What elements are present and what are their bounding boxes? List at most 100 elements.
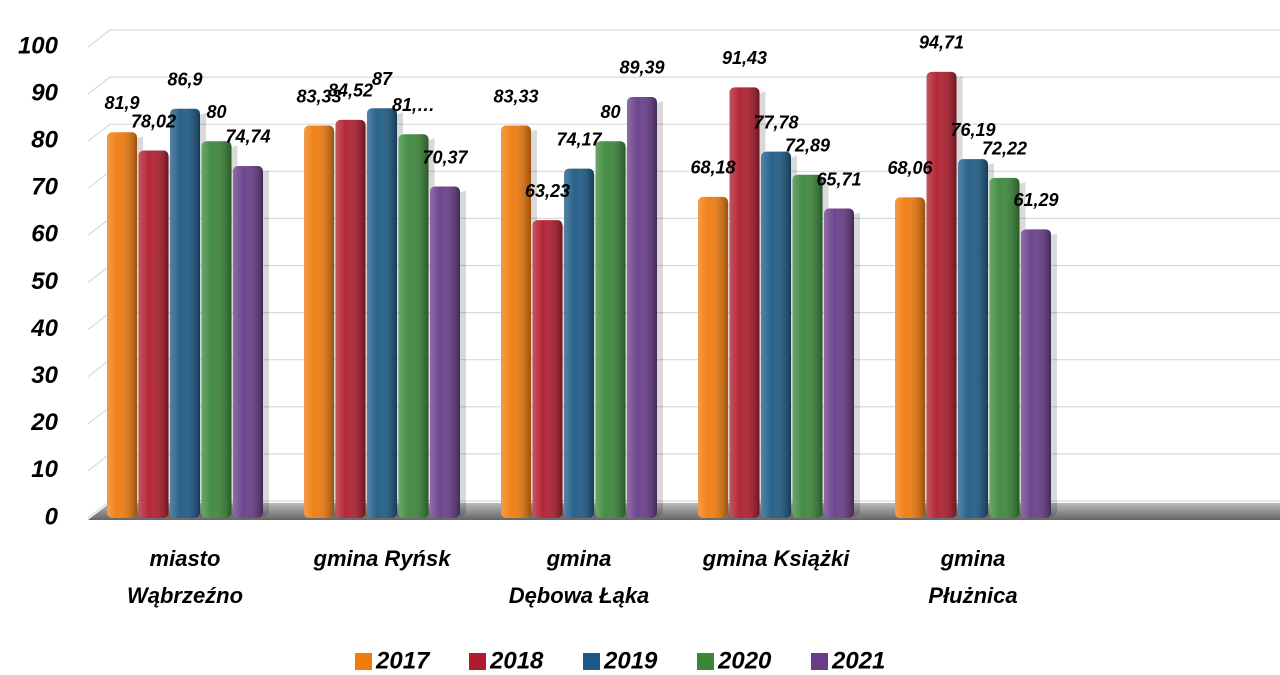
y-tick-label: 90 [31, 79, 58, 106]
bar-shade [1021, 229, 1051, 518]
data-label: 84,52 [328, 81, 373, 101]
x-tick-label-line: Wąbrzeźno [127, 583, 243, 608]
bar-shade [532, 220, 563, 518]
y-tick-label: 50 [31, 268, 58, 295]
legend-swatch [697, 653, 714, 670]
x-tick-label: gmina Płużnica [928, 546, 1017, 608]
data-label: 91,43 [722, 48, 767, 68]
y-tick-label: 70 [31, 174, 58, 201]
bar [430, 186, 466, 518]
data-label: 65,71 [816, 169, 861, 189]
bar [107, 132, 143, 518]
bar [304, 125, 340, 519]
x-tick-label-line: Dębowa Łąka [509, 583, 650, 608]
data-label: 86,9 [167, 69, 202, 89]
data-label: 89,39 [619, 58, 664, 78]
bar-shade [430, 186, 460, 518]
y-tick-label: 20 [30, 409, 58, 436]
data-label: 83,33 [493, 86, 538, 106]
bar [698, 196, 734, 518]
bar-shade [138, 150, 169, 518]
bar-shade [761, 151, 791, 519]
data-label: 68,18 [690, 158, 735, 178]
grid-line [87, 76, 1280, 95]
data-label: 78,02 [131, 111, 176, 131]
bar-shade [107, 132, 137, 518]
legend-swatch [583, 653, 600, 670]
bar [958, 159, 994, 519]
bar-shadow [460, 190, 466, 518]
data-label: 80 [206, 102, 226, 122]
x-tick-label-line: gmina Książki [702, 546, 851, 571]
x-tick-label-line: gmina [546, 546, 612, 571]
legend-label: 2020 [717, 647, 772, 674]
x-tick-label-line: gmina Ryńsk [313, 546, 453, 571]
bar [627, 96, 663, 519]
y-tick-label: 0 [45, 503, 59, 530]
bar [532, 220, 569, 518]
bar [792, 174, 829, 518]
bar-shadow [263, 169, 269, 518]
bar [761, 151, 797, 519]
legend-label: 2019 [603, 647, 658, 674]
bar-shadow [657, 100, 663, 519]
data-label: 76,19 [950, 120, 995, 140]
y-tick-label: 30 [31, 362, 58, 389]
bar [170, 108, 206, 519]
legend-swatch [811, 653, 828, 670]
bar [233, 165, 269, 518]
bar [335, 119, 372, 518]
bar [398, 134, 435, 519]
data-label: 80 [600, 102, 620, 122]
data-label: 77,78 [753, 112, 798, 132]
x-tick-label: miasto Wąbrzeźno [127, 546, 243, 608]
bar-shade [304, 125, 334, 519]
bar-shade [895, 197, 925, 519]
data-label: 68,06 [887, 158, 933, 178]
bar-shade [367, 108, 397, 518]
data-label: 83,33 [296, 86, 341, 106]
bar-shade [698, 196, 728, 518]
bar-shade [201, 141, 232, 518]
bar [367, 108, 403, 518]
bar-shade [501, 125, 531, 519]
data-label: 81,9 [104, 93, 139, 113]
bar-shade [170, 108, 200, 519]
bar [895, 197, 931, 519]
bar-shade [989, 177, 1020, 518]
bar [595, 141, 632, 518]
legend-swatch [469, 653, 486, 670]
x-tick-label: gmina Książki [702, 546, 851, 571]
bar-shade [792, 174, 823, 518]
data-label: 74,74 [225, 127, 270, 147]
bar [926, 71, 963, 519]
y-tick-label: 40 [30, 315, 58, 342]
data-label: 81,… [392, 95, 435, 115]
bar-shade [233, 165, 263, 518]
bar-shade [958, 159, 988, 519]
x-tick-label-line: Płużnica [928, 583, 1017, 608]
bar-shade [729, 87, 760, 519]
bar-shade [595, 141, 626, 518]
x-tick-label: gmina Ryńsk [313, 546, 453, 571]
data-label: 72,22 [982, 139, 1027, 159]
x-tick-label-line: miasto [150, 546, 221, 571]
bar-shade [926, 71, 957, 519]
x-tick-label: gmina Dębowa Łąka [509, 546, 650, 608]
legend-label: 2021 [831, 647, 885, 674]
bar [729, 87, 766, 519]
bar-shade [824, 208, 854, 518]
data-label: 74,17 [556, 129, 602, 149]
data-label: 63,23 [525, 181, 570, 201]
bar [1021, 229, 1057, 518]
bar-shadow [1051, 233, 1057, 518]
data-label: 94,71 [919, 33, 964, 53]
bar-shade [335, 119, 366, 518]
bar-shade [398, 134, 429, 519]
bar-shade [627, 96, 657, 519]
y-tick-label: 100 [18, 32, 59, 59]
y-tick-label: 80 [31, 127, 58, 154]
y-tick-label: 60 [31, 221, 58, 248]
bar [824, 208, 860, 518]
legend-label: 2018 [489, 647, 544, 674]
